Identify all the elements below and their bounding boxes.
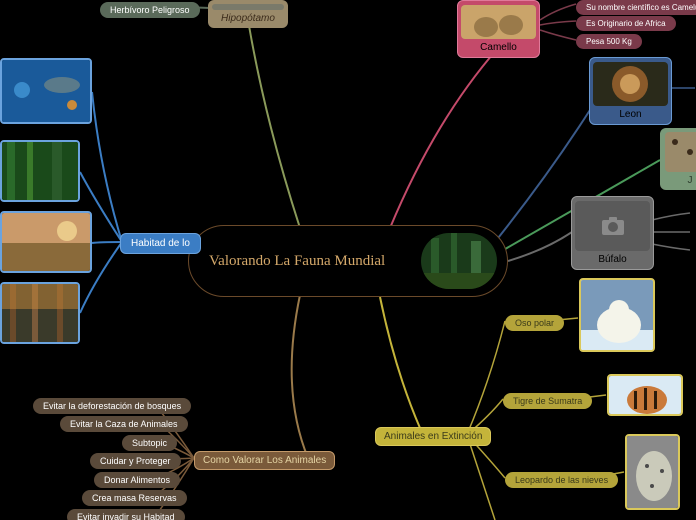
buffalo-label: Búfalo [598, 254, 626, 265]
leopard-node[interactable]: Leopardo de las nieves [505, 472, 618, 488]
root-image [421, 233, 497, 289]
extinction-node[interactable]: Animales en Extinción [375, 427, 491, 446]
hippo-fact[interactable]: Herbívoro Peligroso [100, 2, 200, 18]
lion-node[interactable]: Leon [589, 57, 672, 125]
leopard-image[interactable] [625, 434, 680, 510]
tiger-image[interactable] [607, 374, 683, 416]
camel-fact-2[interactable]: Es Originario de Africa [576, 16, 676, 31]
jaguar-image [665, 132, 696, 172]
lion-image [593, 62, 668, 106]
camel-node[interactable]: Camello [457, 0, 540, 58]
camel-fact-1[interactable]: Su nombre científico es Camelus [576, 0, 696, 15]
habitat-label: Habitad de lo [131, 238, 190, 249]
value-item-5[interactable]: Donar Alimentos [94, 472, 180, 488]
lion-label: Leon [619, 109, 641, 120]
jaguar-label: J [688, 175, 693, 186]
root-title: Valorando La Fauna Mundial [209, 253, 421, 270]
hippo-label: Hipopótamo [221, 13, 275, 24]
tiger-node[interactable]: Tigre de Sumatra [503, 393, 592, 409]
value-item-7[interactable]: Evitar invadir su Habitad [67, 509, 185, 520]
habitat-img-forest[interactable] [0, 282, 80, 344]
polar-node[interactable]: Oso polar [505, 315, 564, 331]
jaguar-node[interactable]: J [660, 128, 696, 190]
value-item-4[interactable]: Cuidar y Proteger [90, 453, 181, 469]
value-item-1[interactable]: Evitar la deforestación de bosques [33, 398, 191, 414]
habitat-img-jungle[interactable] [0, 140, 80, 202]
camel-label: Camello [480, 42, 517, 53]
value-item-6[interactable]: Crea masa Reservas [82, 490, 187, 506]
root-node[interactable]: Valorando La Fauna Mundial [188, 225, 508, 297]
value-item-3[interactable]: Subtopic [122, 435, 177, 451]
hippo-node[interactable]: Hipopótamo [208, 0, 288, 28]
hippo-image [212, 4, 284, 10]
camel-image [461, 5, 536, 39]
value-node[interactable]: Como Valorar Los Animales [194, 451, 335, 470]
value-item-2[interactable]: Evitar la Caza de Animales [60, 416, 188, 432]
habitat-img-savanna[interactable] [0, 211, 92, 273]
camera-icon [602, 217, 624, 235]
camel-fact-3[interactable]: Pesa 500 Kg [576, 34, 642, 49]
habitat-node[interactable]: Habitad de lo [120, 233, 201, 254]
buffalo-image-placeholder [575, 201, 650, 251]
buffalo-node[interactable]: Búfalo [571, 196, 654, 270]
habitat-img-ocean[interactable] [0, 58, 92, 124]
polar-image[interactable] [579, 278, 655, 352]
